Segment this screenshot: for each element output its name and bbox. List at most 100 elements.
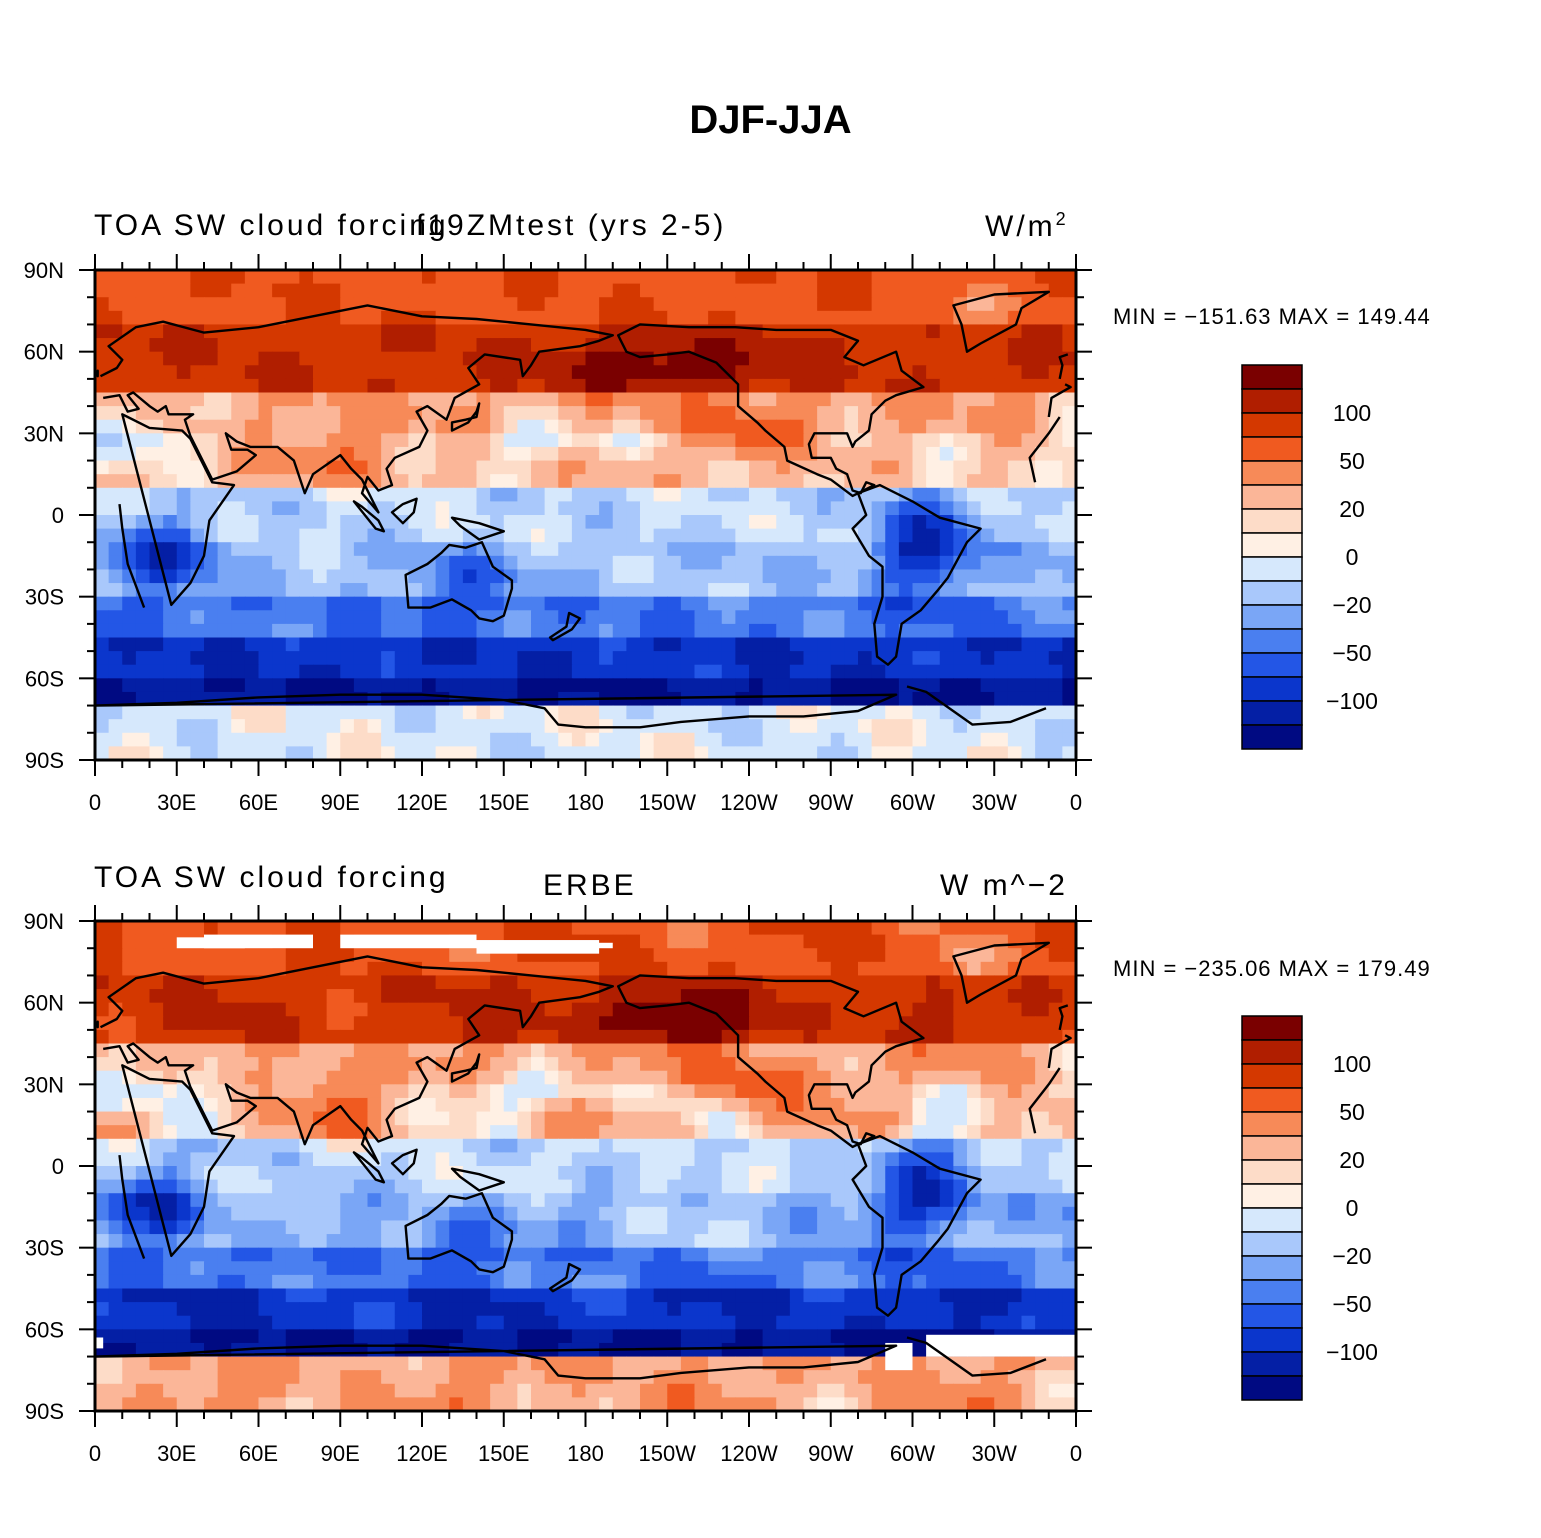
field-cell [258,569,273,584]
field-cell [435,1152,450,1167]
field-cell [353,283,369,298]
field-cell [667,474,682,489]
field-cell [994,705,1009,720]
field-cell [394,406,409,421]
field-cell [898,583,914,598]
field-cell [1035,270,1050,285]
field-cell [285,1166,300,1181]
field-cell [422,1179,437,1194]
field-cell [122,1288,137,1303]
field-cell [1062,1220,1076,1235]
field-cell [1048,948,1063,963]
field-cell [721,1111,736,1126]
field-cell [749,1234,764,1249]
field-cell [626,446,641,462]
field-cell [135,623,151,639]
field-cell [231,746,246,760]
field-cell [585,623,600,639]
field-cell [585,501,600,516]
field-cell [735,310,750,326]
field-cell [912,1166,927,1181]
field-cell [285,1315,300,1330]
field-cell [776,1220,791,1235]
field-cell [871,1152,886,1167]
field-cell [694,1016,709,1031]
field-cell [762,664,777,679]
field-cell [735,989,750,1004]
field-cell [885,989,900,1004]
field-cell [408,378,423,394]
field-cell [449,1329,464,1344]
field-cell [1021,270,1036,285]
field-cell [135,338,151,353]
field-cell [1062,989,1076,1004]
field-cell [817,1152,832,1167]
field-cell [503,446,518,462]
field-cell [640,365,655,380]
field-cell [599,732,614,747]
field-cell [326,1315,341,1330]
field-cell [367,1234,382,1249]
field-cell [1062,1138,1076,1153]
field-cell [394,378,409,394]
field-cell [640,310,655,326]
field-cell [776,1179,791,1194]
field-cell [503,1029,518,1045]
field-cell [435,324,450,339]
field-cell [122,691,137,707]
field-cell [490,1070,505,1085]
field-cell [531,1043,546,1058]
field-cell [340,705,355,720]
field-cell [558,338,573,353]
field-cell [694,378,709,394]
field-cell [599,555,614,571]
field-cell [898,1166,914,1181]
field-cell [926,351,941,366]
field-cell [394,1057,409,1072]
field-cell [503,664,518,679]
field-cell [163,392,178,407]
coastline [952,290,1050,353]
field-cell [435,1302,450,1317]
field-cell [885,1220,900,1235]
field-cell [898,338,914,353]
field-cell [994,378,1009,394]
field-cell [721,610,736,625]
field-cell [1007,446,1023,462]
field-cell [435,948,450,963]
field-cell [721,1152,736,1167]
field-cell [1035,719,1050,734]
field-cell [667,1097,682,1113]
field-cell [762,338,777,353]
field-cell [844,1274,859,1290]
field-cell [272,1315,287,1330]
field-cell [1062,338,1076,353]
field-cell [326,460,341,475]
field-cell [571,596,587,611]
field-cell [939,474,954,489]
field-cell [190,1057,205,1072]
field-cell [749,460,764,475]
field-cell [517,732,532,747]
field-cell [967,732,982,747]
field-cell [708,1247,723,1262]
field-cell [871,365,886,380]
field-cell [898,1097,914,1113]
field-cell [1062,1070,1076,1085]
field-cell [490,270,505,285]
field-cell [422,419,437,434]
field-cell [789,1166,805,1181]
field-cell [830,378,845,394]
field-cell [762,474,777,489]
field-cell [694,1302,709,1317]
field-cell [108,1111,123,1126]
field-cell [939,1179,954,1194]
field-cell [299,338,314,353]
field-cell [258,1329,273,1344]
field-cell [708,719,723,734]
field-cell [231,324,246,339]
field-cell [326,732,341,747]
field-cell [599,365,614,380]
field-cell [285,1016,300,1031]
field-cell [994,487,1009,502]
